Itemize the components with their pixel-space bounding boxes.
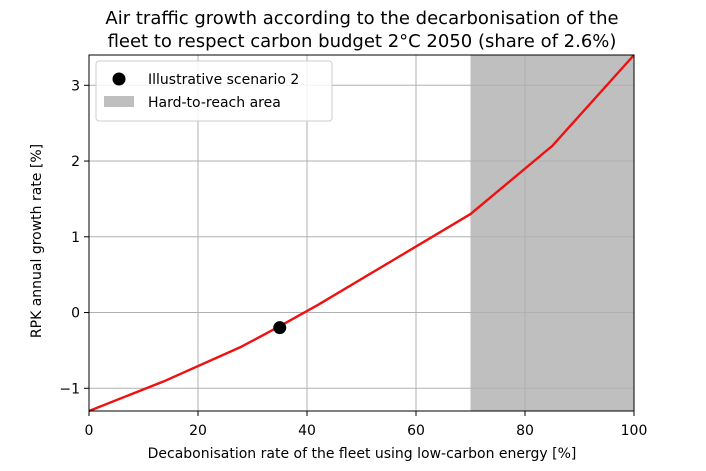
legend-label-hard-to-reach: Hard-to-reach area (148, 95, 281, 111)
plot-frame (88, 54, 635, 412)
x-tick-label: 60 (407, 423, 425, 439)
y-tick-label: 2 (71, 154, 80, 170)
chart-title-line-2: fleet to respect carbon budget 2°C 2050 … (108, 31, 617, 52)
x-tick-label: 20 (189, 423, 207, 439)
x-tick-label: 0 (85, 423, 94, 439)
legend-swatch-hard-to-reach (104, 96, 134, 107)
y-tick-label: 0 (71, 306, 80, 322)
legend: Illustrative scenario 2 Hard-to-reach ar… (95, 60, 333, 122)
legend-box (95, 60, 333, 122)
x-tick-label: 80 (516, 423, 534, 439)
x-tick-label: 40 (298, 423, 316, 439)
y-axis-label: RPK annual growth rate [%] (29, 144, 45, 338)
y-tick-label: −1 (59, 381, 80, 397)
plot-area: 0 20 40 60 80 100 −1 0 1 2 3 (59, 54, 648, 439)
chart-title-line-1: Air traffic growth according to the deca… (105, 8, 618, 29)
x-axis-label: Decabonisation rate of the fleet using l… (148, 446, 577, 462)
x-tick-label: 100 (621, 423, 648, 439)
illustrative-scenario-point (273, 321, 287, 335)
legend-marker-illustrative-scenario (112, 72, 126, 86)
growth-rate-line (88, 54, 635, 413)
legend-label-illustrative-scenario: Illustrative scenario 2 (148, 72, 299, 88)
hard-to-reach-region (470, 55, 634, 411)
y-tick-label: 3 (71, 78, 80, 94)
y-tick-label: 1 (71, 230, 80, 246)
